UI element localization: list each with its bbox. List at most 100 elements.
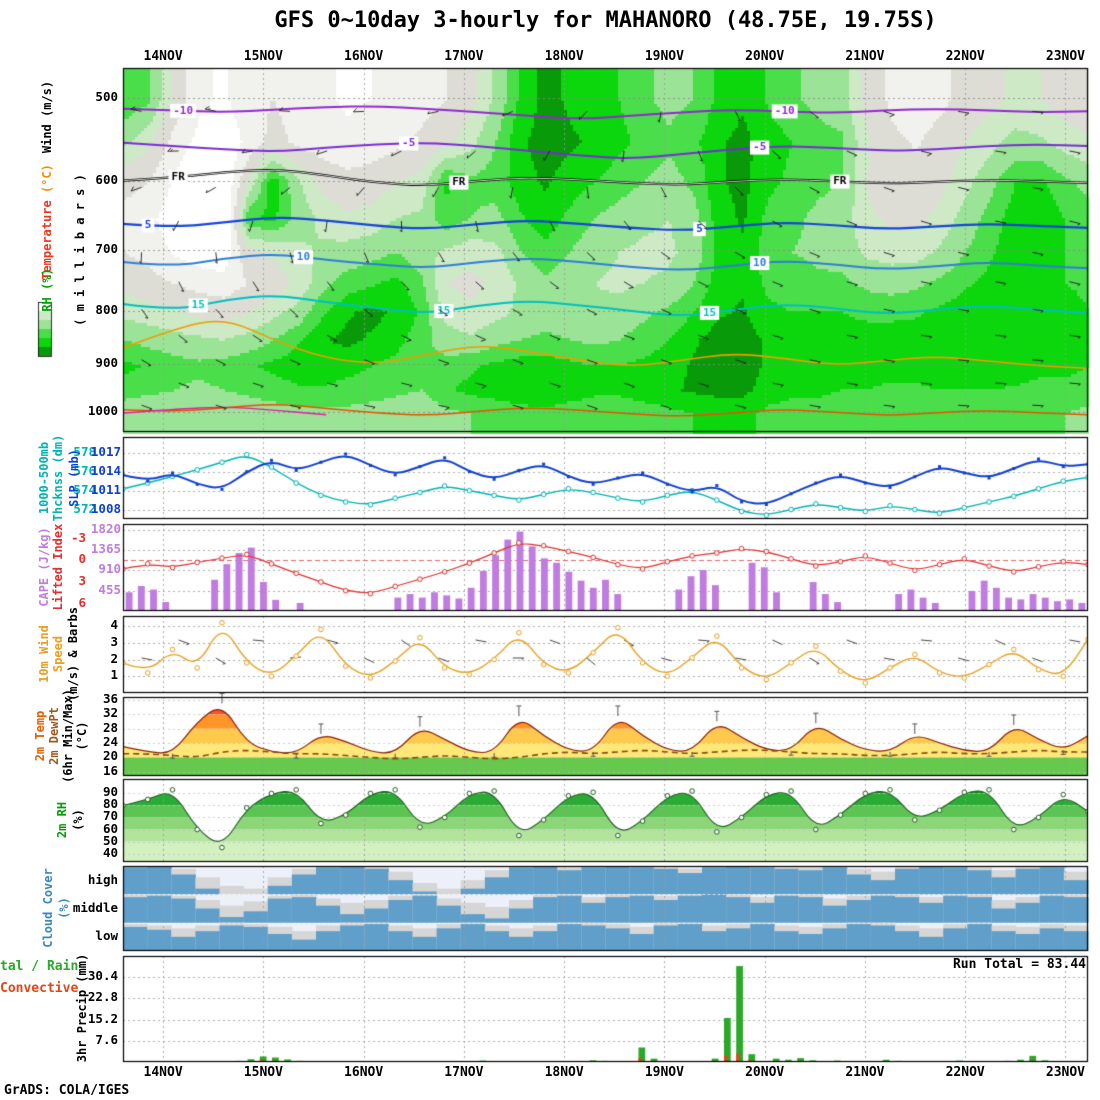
rh-tick: 90 [102, 784, 118, 800]
axis-title: (m/s) & Barbs [66, 607, 80, 701]
precip-legend-convective: Convective [0, 981, 79, 996]
axis-title-part: RH (%) [40, 268, 54, 312]
pressure-tick: 900 [95, 355, 118, 371]
precip-tick: 22.8 [87, 989, 118, 1005]
cape-tick: 1365 [90, 541, 121, 557]
axis-title: Speed [51, 635, 65, 673]
cloud-row-label: middle [72, 900, 118, 915]
axis-title: Cloud Cover [41, 868, 55, 948]
slp-tick: 1008 [90, 500, 121, 516]
temp-tick: 32 [102, 705, 118, 721]
temp-tick: 20 [102, 748, 118, 764]
axis-title: 1000-500mb [37, 441, 51, 515]
axis-title: RH (%) [40, 268, 54, 312]
axis-title: ( m i l l i b a r s ) [73, 174, 87, 326]
axis-title-part: Lifted Index [51, 523, 65, 611]
axis-title-part: 2m RH [55, 801, 69, 839]
lifted-index-tick: -3 [70, 529, 86, 545]
wind-tick: 3 [110, 633, 118, 649]
axis-title-part: (°C) [40, 164, 54, 194]
date-label-bottom: 18NOV [544, 1065, 584, 1080]
axis-title: 2m Temp [33, 710, 47, 762]
axis-title-part: Wind (m/s) [40, 80, 54, 154]
axis-title-part: SLP (mb) [67, 449, 81, 507]
thickness-tick: 578 [73, 443, 96, 459]
wind-tick: 1 [110, 667, 118, 683]
date-label-bottom: 14NOV [143, 1065, 183, 1080]
axis-title: 2m DewPt [47, 707, 61, 765]
pressure-tick: 800 [95, 301, 118, 317]
slp-tick: 1014 [90, 462, 121, 478]
axis-title-part: (6hr Min/Max) [61, 689, 75, 783]
cape-tick: 1820 [90, 520, 121, 536]
grads-credit: GrADS: COLA/IGES [4, 1083, 130, 1098]
date-label-top: 22NOV [945, 49, 985, 64]
axis-title-part: (°C) [75, 721, 89, 751]
axis-title-part: Temperature [40, 193, 54, 280]
axis-title: Lifted Index [51, 523, 65, 611]
pressure-tick: 600 [95, 171, 118, 187]
axis-title-part: Speed [51, 635, 65, 673]
wind-tick: 2 [110, 650, 118, 666]
rh-tick: 80 [102, 796, 118, 812]
axis-title: (°C) [75, 721, 89, 751]
axis-title: Temperature (°C) [40, 164, 54, 280]
precip-legend-total: tal / Rain [0, 959, 79, 974]
run-total: Run Total = 83.44 [952, 957, 1086, 972]
axis-title: 10m Wind [37, 625, 51, 683]
cape-tick: 455 [98, 581, 121, 597]
axis-title: (%) [71, 809, 85, 831]
thickness-tick: 576 [73, 462, 96, 478]
axis-title: CAPE (J/kg) [37, 527, 51, 607]
temp-tick: 28 [102, 719, 118, 735]
precip-tick: 15.2 [87, 1010, 118, 1026]
cloud-row-label: high [87, 872, 118, 887]
axis-title-part: 10m Wind [37, 625, 51, 683]
axis-title: (6hr Min/Max) [61, 689, 75, 783]
date-label-bottom: 17NOV [444, 1065, 484, 1080]
slp-tick: 1017 [90, 443, 121, 459]
date-label-bottom: 23NOV [1045, 1065, 1086, 1080]
rh-tick: 50 [102, 832, 118, 848]
date-label-top: 20NOV [745, 49, 785, 64]
cloud-row-label: low [95, 928, 118, 943]
chart-title: GFS 0~10day 3-hourly for MAHANORO (48.75… [274, 8, 937, 33]
rh-tick: 40 [102, 844, 118, 860]
axis-title-part: CAPE (J/kg) [37, 527, 51, 607]
date-label-top: 21NOV [845, 49, 885, 64]
date-label-top: 16NOV [344, 49, 384, 64]
axis-title-part: Thcknss (dm) [51, 434, 65, 522]
temp-tick: 36 [102, 690, 118, 706]
date-label-top: 19NOV [644, 49, 684, 64]
wind-tick: 4 [110, 617, 118, 633]
date-label-bottom: 15NOV [243, 1065, 283, 1080]
date-label-bottom: 21NOV [845, 1065, 885, 1080]
pressure-tick: 500 [95, 88, 118, 104]
axis-title-part: 1000-500mb [37, 441, 51, 515]
rh-tick: 60 [102, 820, 118, 836]
date-label-bottom: 22NOV [945, 1065, 985, 1080]
pressure-tick: 700 [95, 241, 118, 257]
axis-title-part: ( m i l l i b a r s ) [73, 174, 87, 326]
axis-title-part: 2m DewPt [47, 707, 61, 765]
date-label-bottom: 16NOV [344, 1065, 384, 1080]
pressure-tick: 1000 [87, 403, 118, 419]
date-label-top: 23NOV [1045, 49, 1086, 64]
lifted-index-tick: 6 [78, 594, 86, 610]
axis-title-part: 2m Temp [33, 710, 47, 762]
date-label-bottom: 19NOV [644, 1065, 684, 1080]
axis-title: 2m RH [55, 801, 69, 839]
lifted-index-tick: 0 [78, 551, 86, 567]
axis-title-part: Cloud Cover [41, 868, 55, 948]
axis-title: Wind (m/s) [40, 80, 54, 154]
slp-tick: 1011 [90, 481, 121, 497]
precip-tick: 7.6 [95, 1031, 118, 1047]
date-label-top: 18NOV [544, 49, 584, 64]
axis-title: SLP (mb) [67, 449, 81, 507]
thickness-tick: 574 [73, 481, 96, 497]
date-label-bottom: 20NOV [745, 1065, 785, 1080]
thickness-tick: 572 [73, 500, 96, 516]
cape-tick: 910 [98, 561, 121, 577]
